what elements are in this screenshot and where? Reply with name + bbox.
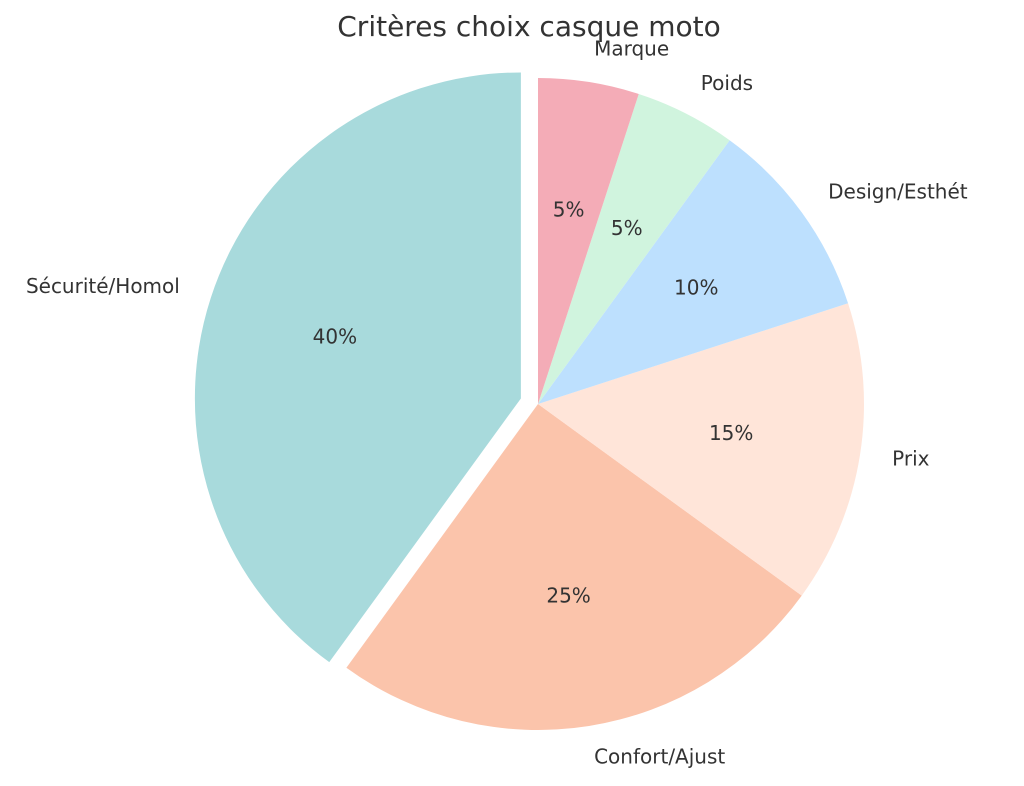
slice-value-poids: 5% <box>611 216 643 240</box>
pie-slice-design-esthet <box>538 140 849 405</box>
slice-label-poids: Poids <box>701 71 753 95</box>
pie-slice-prix <box>538 303 864 596</box>
slice-value-marque: 5% <box>553 197 585 221</box>
chart-title: Critères choix casque moto <box>337 10 720 43</box>
slice-value-prix: 15% <box>709 421 753 445</box>
slice-value-design-esthet: 10% <box>674 276 718 300</box>
pie-labels: Sécurité/Homol 40% Confort/Ajust 25% Prix 15%… <box>26 36 968 768</box>
pie-slice-securite-homol <box>194 72 521 663</box>
slice-value-securite-homol: 40% <box>313 324 357 348</box>
pie-slices <box>194 72 864 730</box>
slice-label-confort-ajust: Confort/Ajust <box>594 745 725 769</box>
pie-slice-confort-ajust <box>346 404 802 730</box>
slice-label-prix: Prix <box>892 447 929 471</box>
pie-slice-marque <box>538 78 639 404</box>
slice-label-design-esthet: Design/Esthét <box>828 180 968 204</box>
slice-value-confort-ajust: 25% <box>546 584 590 608</box>
pie-slice-poids <box>538 93 730 405</box>
slice-label-marque: Marque <box>594 36 669 60</box>
slice-label-securite-homol: Sécurité/Homol <box>26 274 180 298</box>
